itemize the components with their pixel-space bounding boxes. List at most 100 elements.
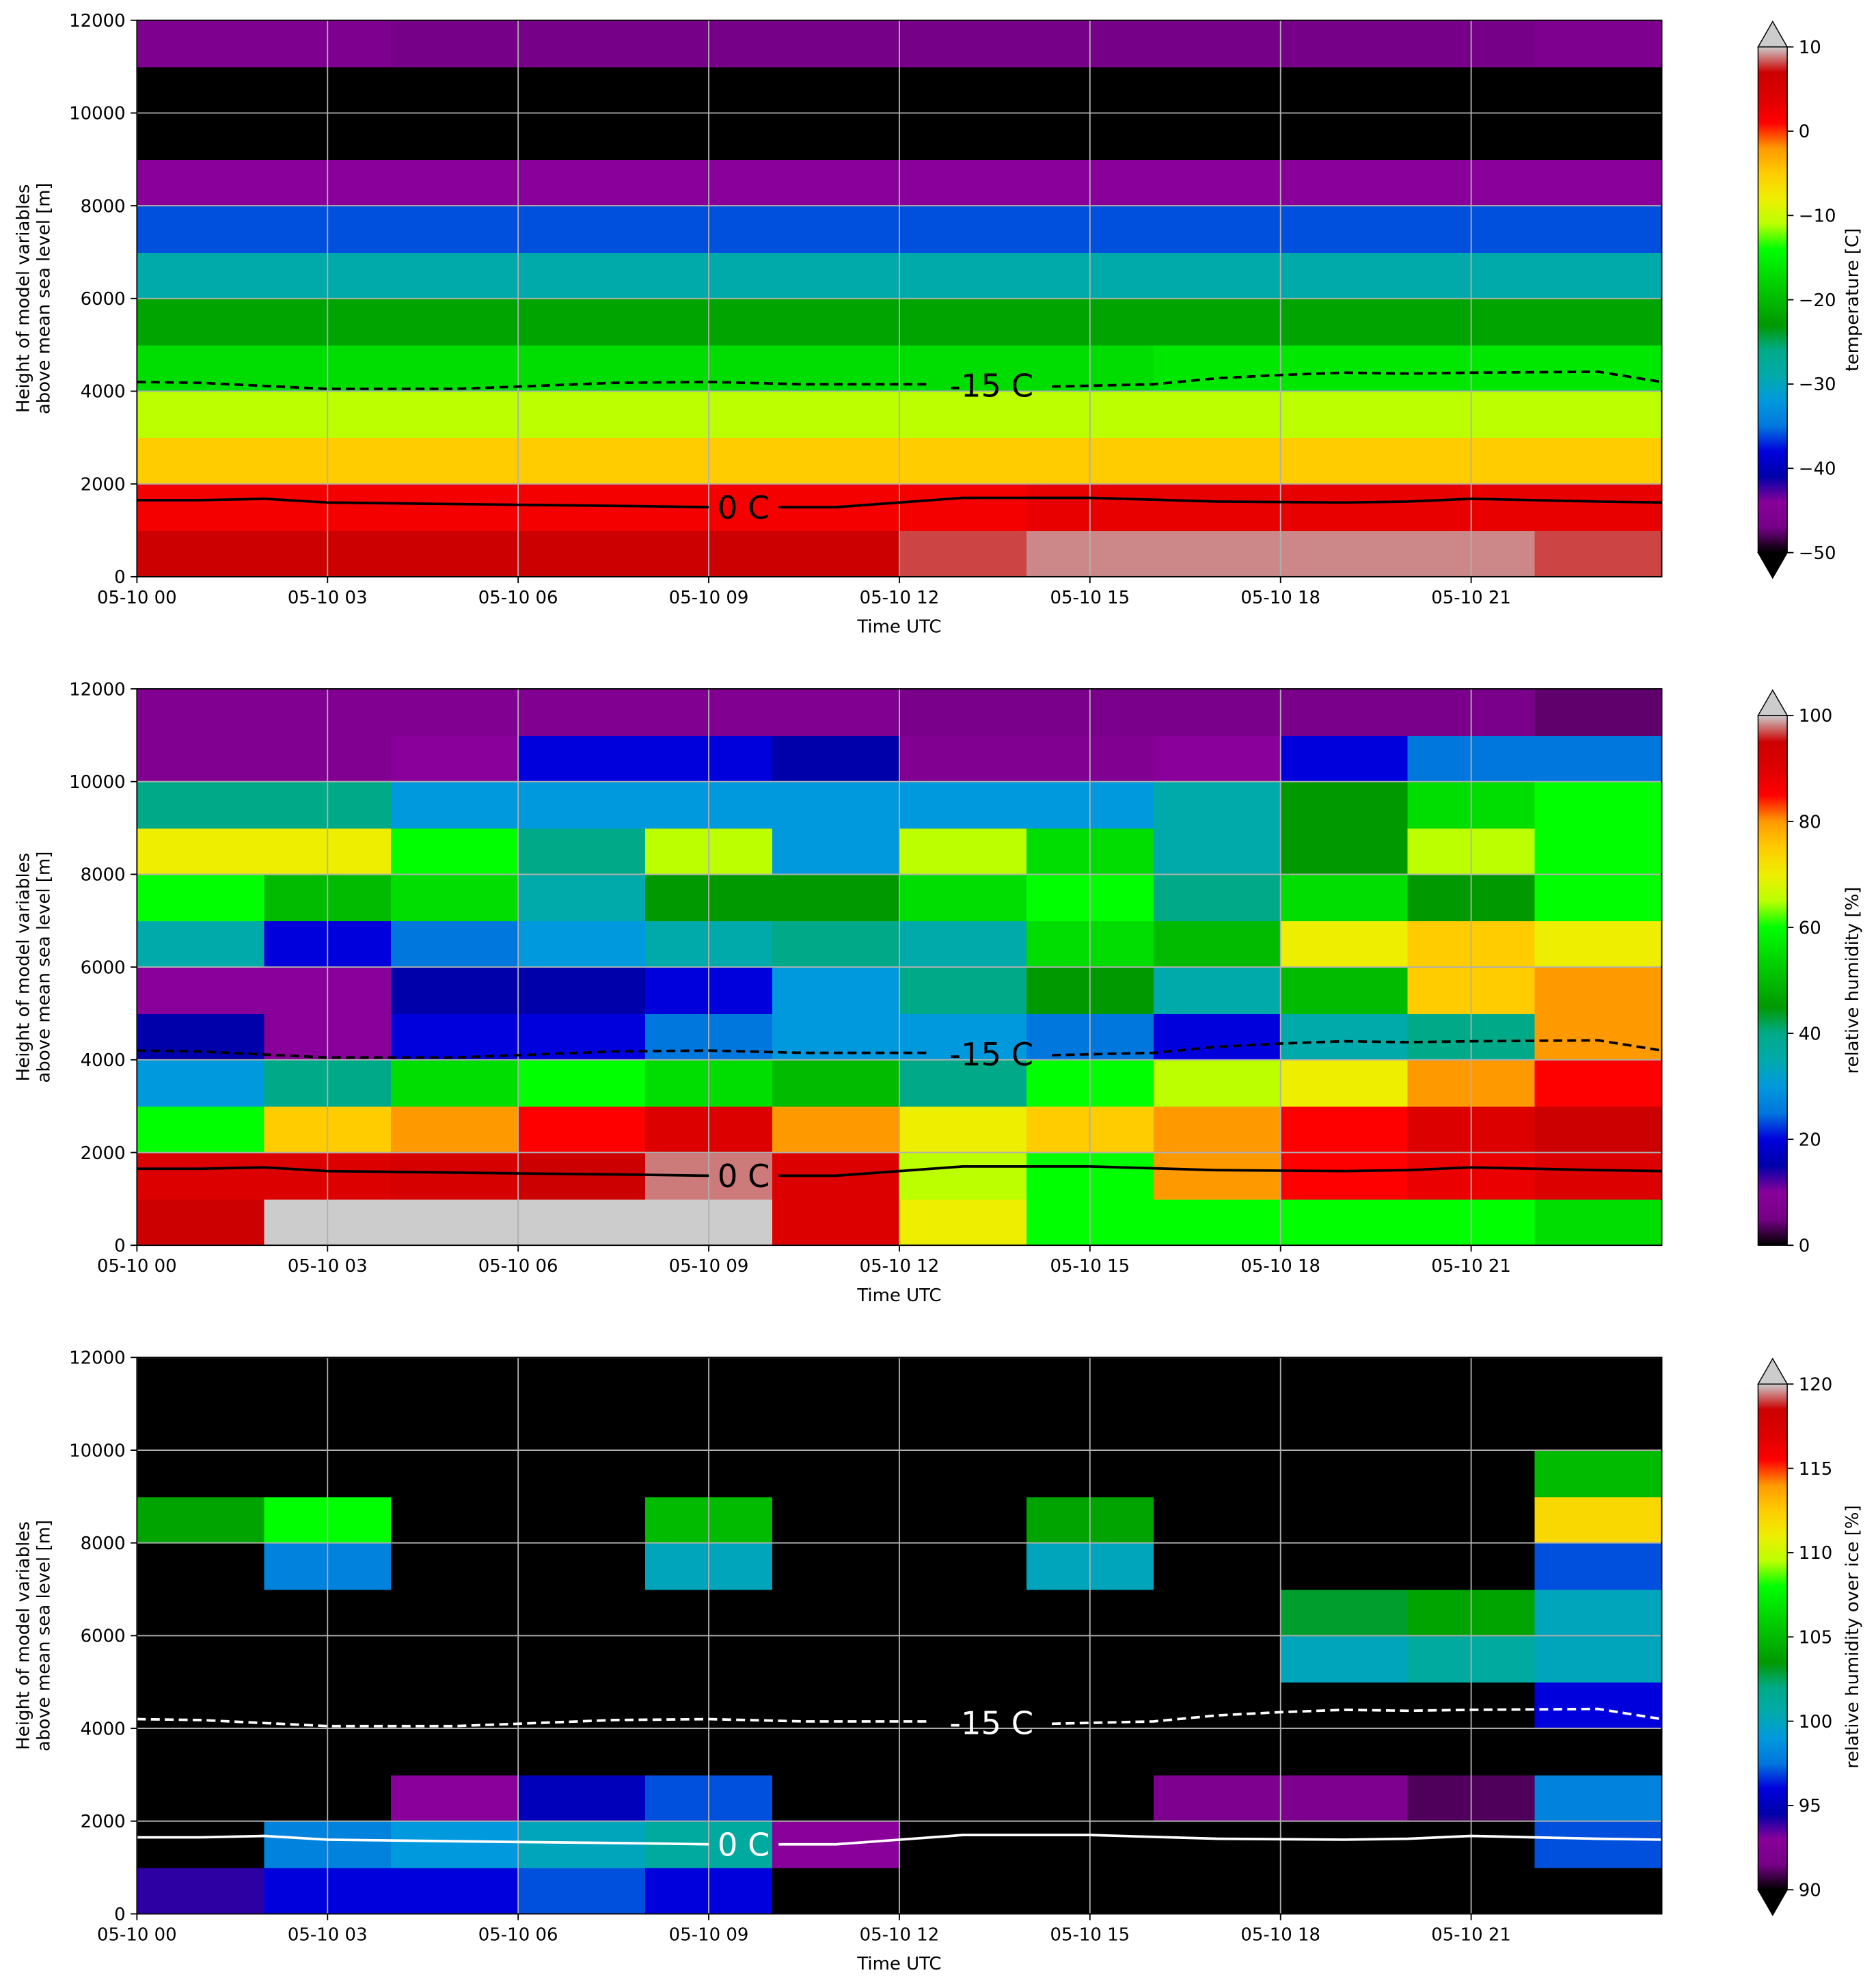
x-tick-label: 05-10 06	[478, 1256, 558, 1277]
colorbar	[1758, 715, 1788, 1246]
x-tick-label: 05-10 18	[1240, 588, 1320, 608]
heatmap-cell	[1153, 1357, 1281, 1405]
heatmap-cell	[899, 159, 1027, 206]
heatmap-cell	[518, 1821, 647, 1868]
y-axis-label: Height of model variables	[14, 1521, 34, 1750]
y-tick-label: 8000	[81, 865, 126, 886]
heatmap-cell	[899, 735, 1027, 782]
x-tick-label: 05-10 09	[669, 1256, 749, 1277]
y-tick-label: 2000	[81, 1812, 126, 1832]
colorbar	[1758, 46, 1788, 553]
y-tick-label: 12000	[69, 1348, 126, 1369]
contour-label: 0 C	[718, 1826, 770, 1863]
heatmap-cell	[899, 1152, 1027, 1200]
colorbar-tick-label: 95	[1799, 1796, 1821, 1816]
heatmap-cell	[1153, 1450, 1281, 1497]
heatmap-cell	[518, 735, 647, 782]
colorbar-tick-label: 120	[1799, 1375, 1833, 1395]
heatmap-cell	[1534, 735, 1663, 782]
colorbar-tick-label: −10	[1799, 206, 1836, 227]
heatmap-cell	[137, 1728, 265, 1775]
heatmap-cell	[1153, 20, 1281, 68]
heatmap-cell	[1534, 1152, 1663, 1200]
heatmap-cell	[1534, 1106, 1663, 1154]
heatmap-cell	[1280, 391, 1409, 439]
colorbar-label: relative humidity over ice [%]	[1843, 1505, 1863, 1769]
heatmap-cell	[1153, 391, 1281, 439]
heatmap-cell	[772, 113, 900, 161]
heatmap-cell	[1153, 344, 1281, 392]
heatmap-cell	[1534, 1589, 1663, 1637]
y-axis-label: Height of model variables	[14, 184, 34, 413]
heatmap-cell	[772, 1542, 900, 1590]
heatmap-cell	[1280, 20, 1409, 68]
heatmap-cell	[518, 1774, 647, 1822]
colorbar-tick-label: 20	[1799, 1130, 1821, 1150]
heatmap-cell	[1280, 1404, 1409, 1451]
heatmap-cell	[137, 20, 265, 68]
heatmap-cell	[899, 1404, 1027, 1451]
x-tick-label: 05-10 18	[1240, 1924, 1320, 1945]
heatmap-cell	[518, 1059, 647, 1107]
colorbar	[1758, 1384, 1788, 1890]
heatmap-cell	[1534, 967, 1663, 1014]
colorbar-label: temperature [C]	[1843, 228, 1863, 372]
colorbar-extend-min	[1757, 1889, 1789, 1916]
heatmap-cell	[1534, 1199, 1663, 1247]
heatmap-cell	[1534, 437, 1663, 485]
heatmap-cell	[1153, 1589, 1281, 1637]
heatmap-cell	[137, 530, 265, 577]
heatmap-cell	[1280, 113, 1409, 161]
heatmap-cell	[137, 113, 265, 161]
heatmap-cell	[391, 688, 519, 736]
heatmap-cell	[518, 113, 647, 161]
y-tick-label: 10000	[69, 772, 126, 793]
heatmap-cell	[1280, 159, 1409, 206]
heatmap-cell	[899, 298, 1027, 346]
heatmap-cell	[137, 1450, 265, 1497]
heatmap-cell	[518, 1013, 647, 1061]
heatmap-cell	[137, 391, 265, 439]
heatmap-cell	[137, 1589, 265, 1637]
heatmap-cell	[137, 1199, 265, 1247]
heatmap-cell	[518, 967, 647, 1014]
heatmap-cell	[518, 828, 647, 875]
heatmap-cell	[391, 159, 519, 206]
heatmap-cell	[1153, 1496, 1281, 1544]
heatmap-cell	[772, 66, 900, 114]
x-tick-label: 05-10 09	[669, 588, 749, 608]
heatmap-cell	[391, 251, 519, 299]
heatmap-cell	[1280, 735, 1409, 782]
colorbar-tick-label: 0	[1799, 122, 1810, 142]
contour-line	[137, 1165, 1662, 1177]
heatmap-cell	[772, 437, 900, 485]
heatmap-cell	[1280, 1059, 1409, 1107]
x-axis-label: Time UTC	[856, 1285, 941, 1306]
heatmap-cell	[1280, 251, 1409, 299]
heatmap-cell	[772, 391, 900, 439]
heatmap-cell	[518, 1542, 647, 1590]
y-tick-label: 6000	[81, 1626, 126, 1647]
heatmap-cell	[772, 1450, 900, 1497]
heatmap-cell	[1153, 1013, 1281, 1061]
y-tick-label: 0	[114, 567, 126, 588]
heatmap-cell	[137, 921, 265, 968]
heatmap-cell	[137, 967, 265, 1014]
y-tick-label: 2000	[81, 1143, 126, 1164]
heatmap-cell	[899, 66, 1027, 114]
colorbar-tick-label: −20	[1799, 290, 1836, 311]
heatmap-cell	[1534, 1821, 1663, 1868]
heatmap-cell	[1280, 1589, 1409, 1637]
colorbar-tick-label: −50	[1799, 543, 1836, 564]
heatmap-cell	[1280, 1774, 1409, 1822]
contour-line	[137, 1707, 1662, 1728]
heatmap-cell	[391, 781, 519, 829]
heatmap-cell	[1534, 206, 1663, 253]
heatmap-cell	[137, 437, 265, 485]
heatmap-cell	[518, 437, 647, 485]
heatmap-cell	[1534, 391, 1663, 439]
contour-line	[137, 1834, 1662, 1846]
heatmap-cell	[899, 1106, 1027, 1154]
y-axis-label: above mean sea level [m]	[33, 1520, 54, 1752]
